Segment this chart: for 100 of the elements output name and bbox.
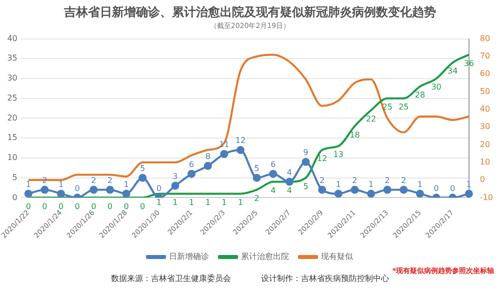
- y-tick-label: 5: [12, 172, 18, 182]
- point: [252, 174, 261, 182]
- y2-tick-label: 0: [480, 175, 486, 184]
- data-label: 4: [286, 186, 292, 195]
- data-label: 1: [26, 180, 31, 189]
- y2-tick-label: -10: [480, 192, 494, 202]
- data-label: 36: [464, 58, 474, 68]
- y-tick-label: 10: [7, 153, 18, 162]
- data-label: 2: [91, 176, 96, 185]
- point: [122, 190, 130, 198]
- point: [416, 190, 424, 198]
- data-label: 2: [384, 176, 390, 185]
- point: [269, 170, 278, 178]
- data-label: 22: [366, 114, 376, 124]
- source-note: 数据来源：吉林省卫生健康委员会: [111, 273, 231, 284]
- y-tick-label: 20: [7, 113, 18, 122]
- data-label: 2: [401, 176, 406, 185]
- point: [464, 190, 473, 198]
- data-label: 1: [124, 180, 129, 189]
- data-label: 1: [156, 198, 162, 207]
- point: [302, 158, 310, 166]
- point: [367, 190, 376, 198]
- y2-tick-label: 20: [480, 140, 490, 149]
- y2-tick-label: 80: [480, 34, 490, 43]
- point: [318, 186, 326, 194]
- point: [106, 186, 114, 194]
- data-label: 2: [254, 194, 260, 203]
- legend-label: 累计治愈出院: [241, 252, 289, 262]
- point: [285, 178, 294, 186]
- data-label: 3: [172, 172, 178, 181]
- y-tick-label: 40: [7, 34, 18, 43]
- point: [236, 146, 244, 154]
- data-label: 1: [172, 198, 178, 207]
- data-label: 0: [434, 184, 439, 193]
- point: [57, 190, 66, 198]
- data-label: 34: [448, 66, 458, 76]
- data-label: 1: [238, 198, 244, 207]
- data-label: 28: [414, 90, 426, 100]
- data-label: 1: [222, 198, 227, 207]
- data-label: 30: [431, 82, 442, 92]
- y2-tick-label: 50: [480, 86, 490, 96]
- data-label: 6: [189, 160, 194, 169]
- data-label: 0: [107, 202, 113, 211]
- data-label: 5: [303, 182, 308, 191]
- data-label: 5: [140, 164, 146, 173]
- point: [171, 182, 180, 190]
- data-label: 8: [205, 152, 210, 161]
- point: [220, 150, 228, 158]
- data-label: 0: [42, 202, 48, 211]
- data-label: 0: [124, 202, 129, 211]
- data-label: 0: [156, 184, 162, 193]
- data-label: 6: [270, 160, 276, 169]
- y-tick-label: 30: [7, 74, 18, 83]
- data-label: 2: [320, 176, 325, 185]
- y2-tick-label: 40: [480, 104, 490, 114]
- data-label: 1: [189, 198, 194, 207]
- y-tick-label: 15: [7, 133, 18, 142]
- point: [138, 174, 147, 182]
- data-label: 0: [74, 202, 80, 211]
- data-label: 1: [58, 180, 64, 189]
- data-label: 4: [286, 168, 292, 177]
- y-tick-label: 0: [12, 192, 18, 202]
- y2-tick-label: 70: [480, 52, 490, 61]
- legend-label: 现有疑似: [321, 252, 354, 262]
- point: [383, 186, 392, 194]
- data-label: 5: [254, 164, 260, 173]
- data-label: 0: [450, 184, 456, 193]
- data-label: 0: [140, 202, 146, 211]
- point: [400, 186, 408, 194]
- y-tick-label: 35: [7, 54, 18, 63]
- point: [334, 190, 342, 198]
- data-label: 25: [398, 102, 409, 112]
- data-label: 0: [58, 202, 64, 211]
- data-label: 2: [352, 176, 358, 185]
- data-label: 12: [316, 154, 328, 164]
- chart-title: 吉林省日新增确诊、累计治愈出院及现有疑似新冠肺炎病例数变化趋势: [63, 4, 437, 21]
- point: [204, 162, 212, 170]
- data-label: 2: [42, 176, 48, 185]
- data-label: 12: [235, 136, 246, 146]
- legend-label: 日新增确诊: [169, 252, 209, 262]
- point: [350, 186, 359, 194]
- data-label: 18: [350, 130, 360, 140]
- y2-tick-label: 30: [480, 122, 490, 132]
- data-label: 9: [303, 148, 308, 158]
- text: 设计制作：吉林省疾病预防控制中心: [261, 273, 389, 284]
- data-label: 1: [417, 180, 423, 189]
- data-label: 1: [336, 180, 341, 189]
- point: [188, 170, 196, 178]
- data-label: 13: [333, 150, 344, 160]
- point: [90, 186, 98, 194]
- data-label: 0: [26, 202, 31, 211]
- y2-tick-label: 10: [480, 157, 490, 166]
- data-label: 2: [107, 176, 113, 185]
- data-label: 1: [205, 198, 210, 207]
- data-label: 4: [270, 186, 276, 195]
- data-label: 0: [74, 184, 80, 193]
- y2-tick-label: 60: [480, 69, 490, 78]
- point: [24, 190, 32, 198]
- data-label: 0: [91, 202, 96, 211]
- point: [40, 186, 49, 194]
